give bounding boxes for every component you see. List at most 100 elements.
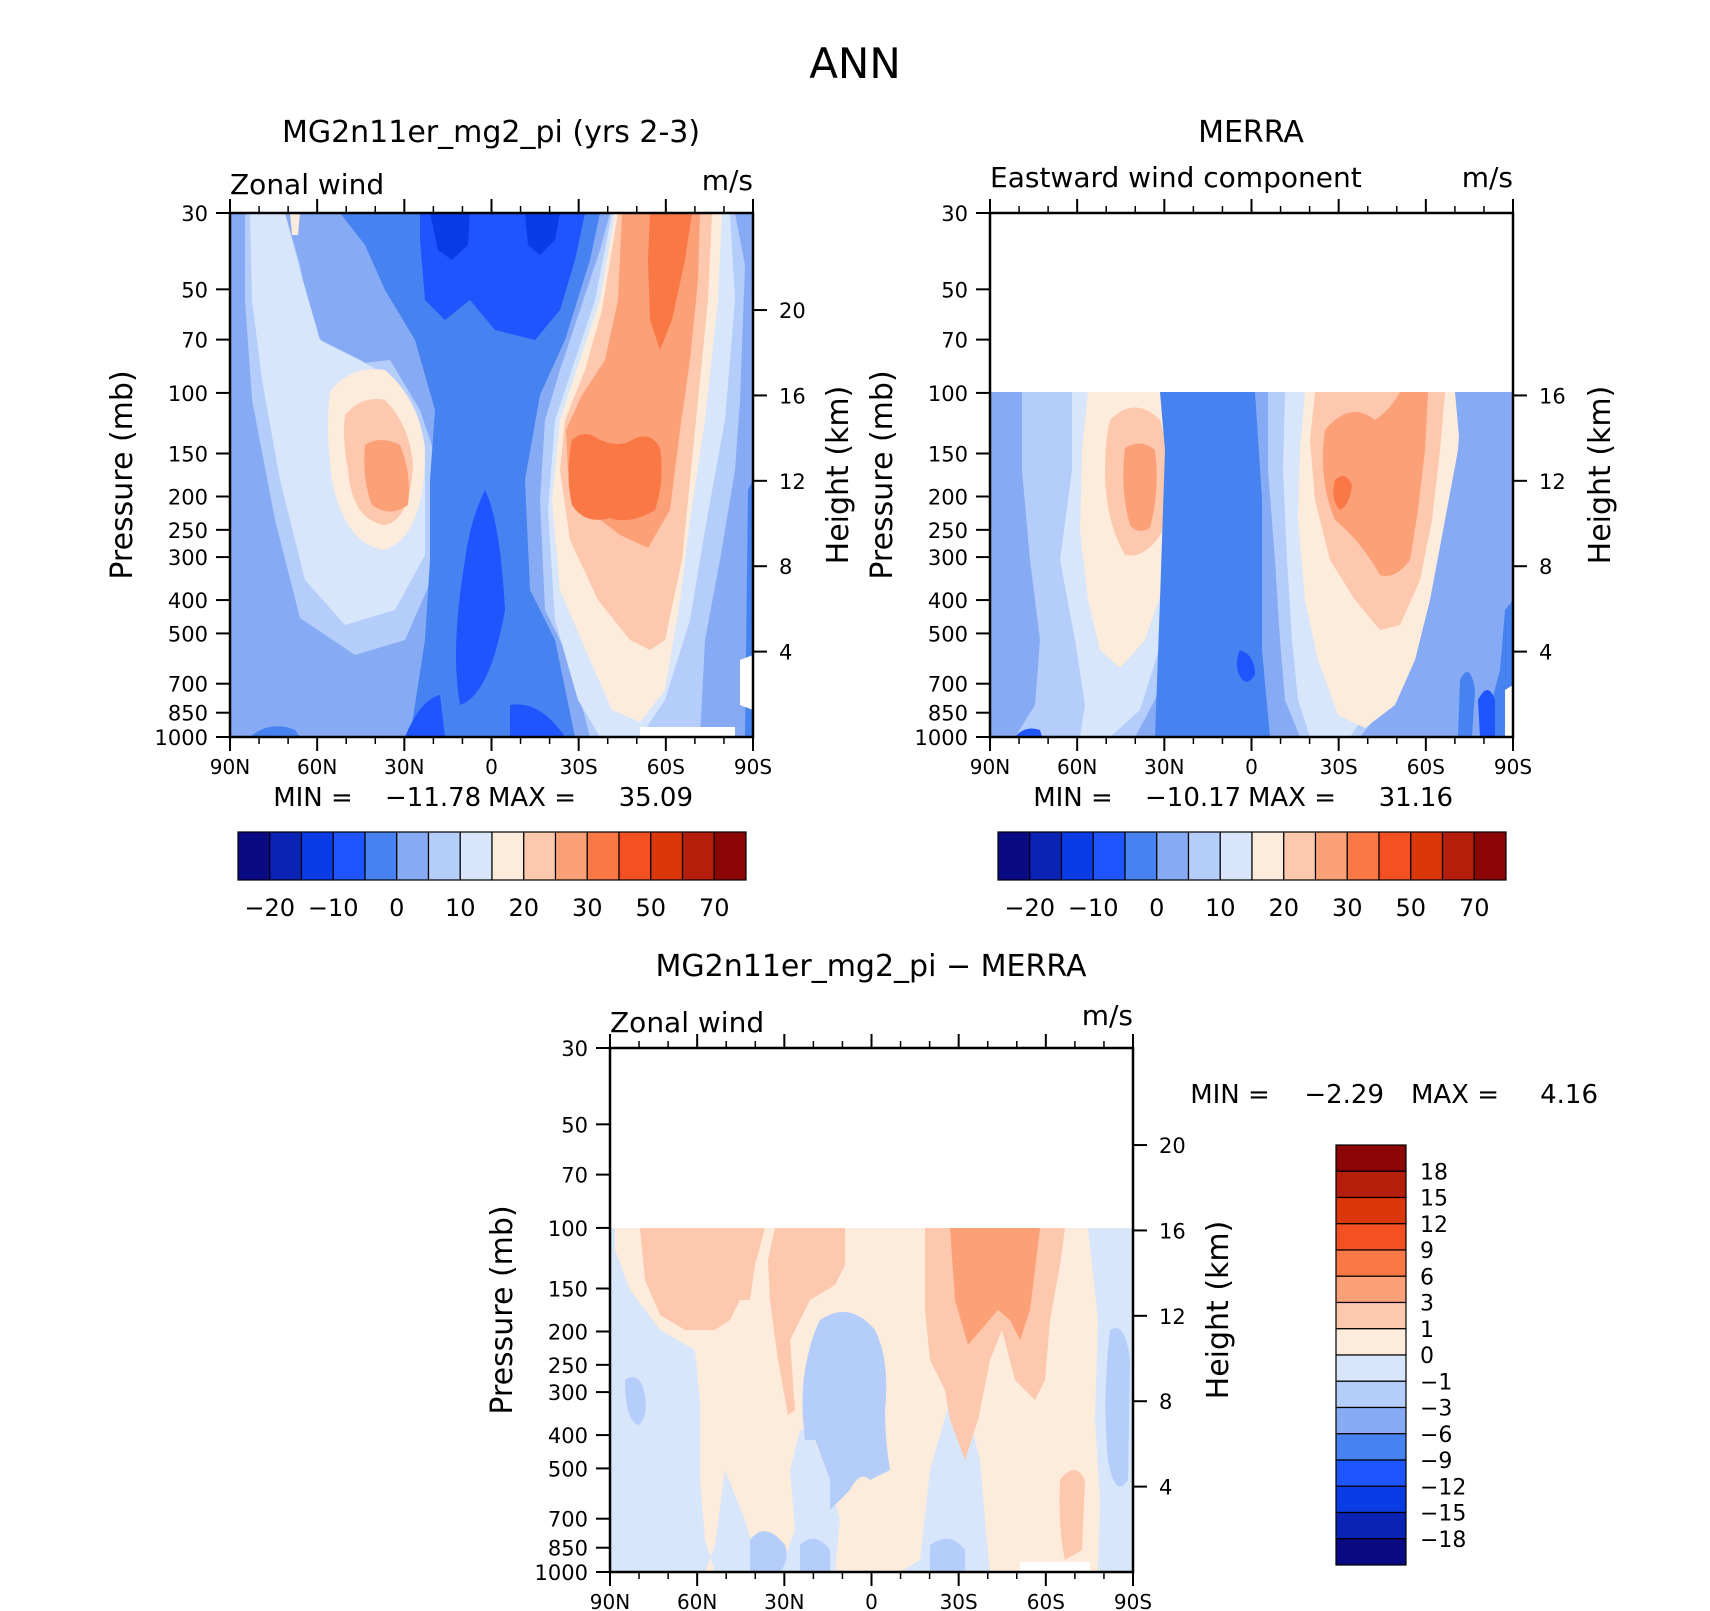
- colorbar-swatch: [1029, 831, 1063, 881]
- x-tick-label: 30S: [940, 1590, 978, 1611]
- min-value: −2.29: [1304, 1080, 1384, 1110]
- colorbar-swatch: [1335, 1196, 1407, 1225]
- y-tick-label: 200: [548, 1320, 588, 1344]
- y-tick-label: 300: [928, 546, 968, 570]
- colorbar-label: 0: [1149, 894, 1164, 922]
- max-label: MAX =: [1248, 783, 1336, 813]
- x-tick-label: 60N: [677, 1590, 717, 1611]
- colorbar-label: 70: [1459, 894, 1490, 922]
- colorbar-swatch: [1335, 1223, 1407, 1251]
- y-tick-label: 150: [548, 1278, 588, 1302]
- height-tick-label: 20: [779, 299, 806, 323]
- y-tick-label: 70: [561, 1164, 588, 1188]
- colorbar-label: 10: [445, 894, 476, 922]
- colorbar-swatch: [650, 831, 684, 881]
- y-tick-label: 700: [928, 673, 968, 697]
- min-label: MIN =: [1033, 783, 1113, 813]
- y-axis-right-label: Height (km): [1583, 386, 1618, 565]
- y-tick-label: 100: [928, 382, 968, 406]
- y-axis-right: 20 16 12 8 4: [753, 299, 806, 665]
- y-tick-label: 400: [548, 1424, 588, 1448]
- y-tick-label: 100: [548, 1217, 588, 1241]
- y-tick-label: 1000: [915, 726, 968, 750]
- colorbar-label: 50: [635, 894, 666, 922]
- colorbar-swatch: [364, 831, 398, 881]
- colorbar-swatch: [459, 831, 493, 881]
- colorbar-swatch: [396, 831, 430, 881]
- x-tick-label: 90S: [1494, 755, 1532, 779]
- y-tick-label: 1000: [155, 726, 208, 750]
- colorbar-swatch: [1473, 831, 1507, 881]
- colorbar-label: 3: [1420, 1292, 1434, 1317]
- colorbar-swatch: [523, 831, 557, 881]
- colorbar-label: −1: [1420, 1370, 1452, 1395]
- colorbar: −20 −10 0 10 20 30 50 70: [997, 831, 1507, 922]
- colorbar-swatch: [1335, 1249, 1407, 1277]
- min-label: MIN =: [273, 783, 353, 813]
- x-tick-label: 30N: [1144, 755, 1184, 779]
- colorbar-swatch: [237, 831, 271, 881]
- left-string: Eastward wind component: [990, 161, 1362, 194]
- colorbar-swatch: [1335, 1433, 1407, 1461]
- colorbar-swatch: [618, 831, 652, 881]
- x-tick-label: 0: [1245, 755, 1258, 779]
- colorbar-label: 30: [1332, 894, 1363, 922]
- colorbar-swatch: [1187, 831, 1221, 881]
- y-axis-right: 20 16 12 8 4: [1133, 1134, 1186, 1500]
- colorbar-swatch: [1219, 831, 1253, 881]
- y-tick-label: 400: [928, 589, 968, 613]
- height-tick-label: 8: [779, 555, 792, 579]
- colorbar: −20 −10 0 10 20 30 50 70: [237, 831, 747, 922]
- colorbar-swatch: [586, 831, 620, 881]
- y-axis-label: Pressure (mb): [865, 370, 900, 579]
- colorbar-swatch: [1335, 1459, 1407, 1487]
- y-tick-label: 150: [168, 443, 208, 467]
- units-label: m/s: [702, 164, 753, 197]
- panel-merra: MERRA Eastward wind component m/s: [865, 115, 1618, 922]
- y-tick-label: 400: [168, 589, 208, 613]
- colorbar-label: 50: [1395, 894, 1426, 922]
- panel-title: MG2n11er_mg2_pi (yrs 2-3): [282, 115, 700, 150]
- x-axis: 90N 60N 30N 0 30S 60S 90S: [210, 199, 772, 779]
- height-tick-label: 8: [1159, 1390, 1172, 1414]
- units-label: m/s: [1462, 161, 1513, 194]
- colorbar-label: −15: [1420, 1502, 1466, 1527]
- colorbar-label: 70: [699, 894, 730, 922]
- y-tick-label: 500: [168, 622, 208, 646]
- y-axis-right: 16 12 8 4: [1513, 384, 1566, 665]
- y-tick-label: 1000: [535, 1561, 588, 1585]
- height-tick-label: 8: [1539, 555, 1552, 579]
- y-tick-label: 30: [181, 202, 208, 226]
- colorbar-label: 0: [389, 894, 404, 922]
- y-tick-label: 300: [548, 1381, 588, 1405]
- y-tick-label: 300: [168, 546, 208, 570]
- x-tick-label: 60N: [1057, 755, 1097, 779]
- y-axis-right-label: Height (km): [821, 386, 856, 565]
- x-tick-label: 90S: [1114, 1590, 1152, 1611]
- colorbar-label: −20: [244, 894, 295, 922]
- height-tick-label: 16: [779, 384, 806, 408]
- colorbar-swatch: [1335, 1144, 1407, 1172]
- x-tick-label: 90N: [590, 1590, 630, 1611]
- height-tick-label: 20: [1159, 1134, 1186, 1158]
- y-tick-label: 70: [941, 329, 968, 353]
- x-tick-label: 30N: [384, 755, 424, 779]
- colorbar-label: 20: [1268, 894, 1299, 922]
- panel-model: MG2n11er_mg2_pi (yrs 2-3) Zonal wind m/s: [105, 115, 856, 922]
- colorbar-label: 1: [1420, 1318, 1434, 1343]
- min-label: MIN =: [1190, 1080, 1270, 1110]
- y-tick-label: 50: [181, 278, 208, 302]
- colorbar-label: 15: [1420, 1187, 1448, 1212]
- max-value: 35.09: [619, 783, 693, 813]
- colorbar-label: 10: [1205, 894, 1236, 922]
- x-tick-label: 60S: [647, 755, 685, 779]
- colorbar-label: 0: [1420, 1344, 1434, 1369]
- colorbar-swatch: [1335, 1170, 1407, 1199]
- y-tick-label: 70: [181, 329, 208, 353]
- y-tick-label: 200: [928, 485, 968, 509]
- max-label: MAX =: [488, 783, 576, 813]
- y-tick-label: 500: [928, 622, 968, 646]
- colorbar-label: −9: [1420, 1449, 1452, 1474]
